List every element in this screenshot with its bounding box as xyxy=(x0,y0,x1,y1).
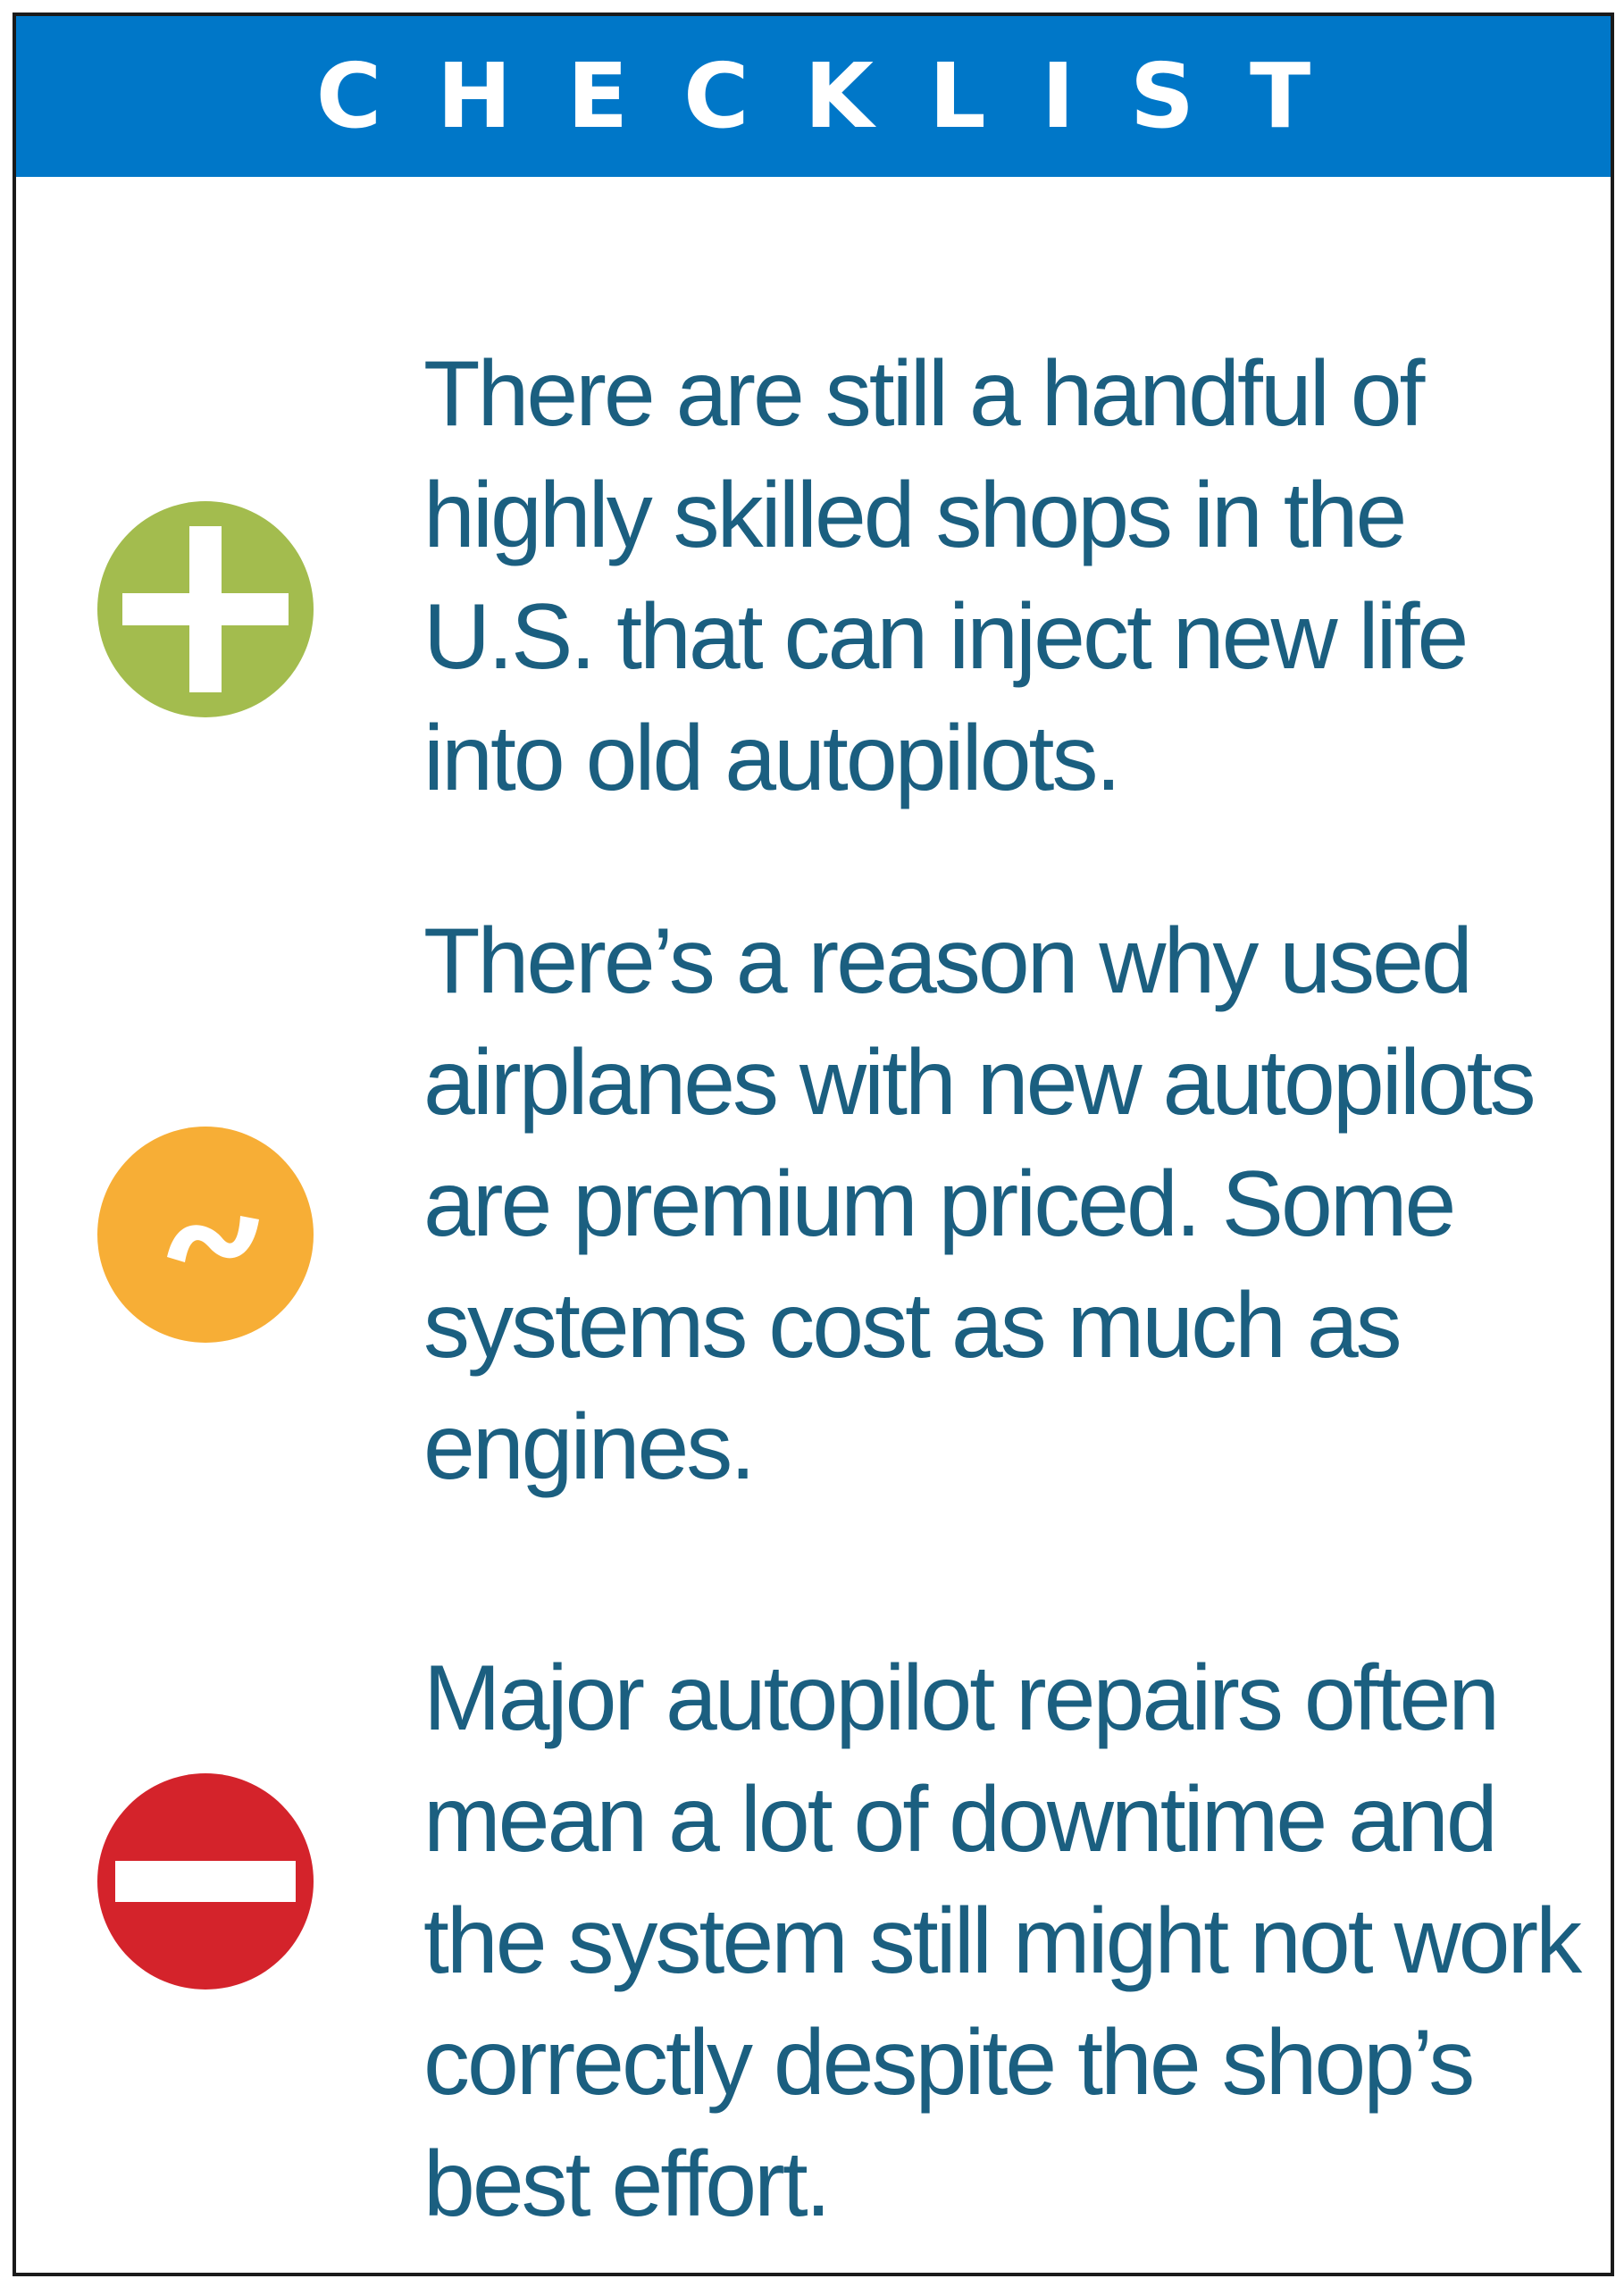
minus-icon-graphic xyxy=(97,1773,314,1990)
checklist-panel: CHECKLIST There are still a handful of h… xyxy=(13,13,1614,2276)
checklist-item-text: Major autopilot repairs often mean a lot… xyxy=(423,1646,1582,2236)
checklist-header: CHECKLIST xyxy=(16,16,1611,177)
checklist-title: CHECKLIST xyxy=(315,44,1367,148)
tilde-icon xyxy=(97,1127,314,1343)
plus-icon-graphic xyxy=(97,501,314,717)
plus-icon xyxy=(97,501,314,717)
minus-icon xyxy=(97,1773,314,1990)
tilde-icon-graphic xyxy=(97,1127,314,1343)
checklist-item-text: There’s a reason why used airplanes with… xyxy=(423,909,1536,1499)
checklist-item-text: There are still a handful of highly skil… xyxy=(423,342,1469,810)
